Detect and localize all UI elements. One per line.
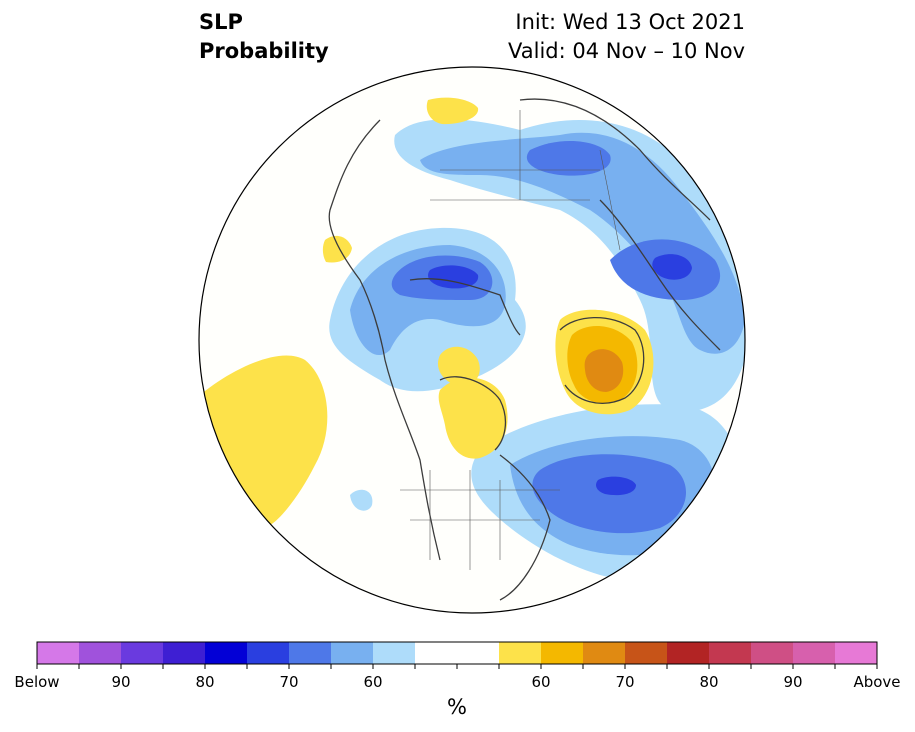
colorbar-swatch [457, 642, 500, 664]
colorbar-swatch [37, 642, 80, 664]
title-line-1: SLP [199, 10, 243, 34]
colorbar-swatch [289, 642, 332, 664]
colorbar-swatch [331, 642, 374, 664]
region-north-dark [526, 140, 611, 176]
region-canada-above-2 [438, 377, 508, 459]
region-asia-below [420, 132, 745, 354]
polar-map [198, 66, 746, 614]
colorbar-swatch [751, 642, 794, 664]
region-europe-core [652, 254, 692, 280]
globe-outline [198, 66, 746, 614]
valid-range: Valid: 04 Nov – 10 Nov [508, 39, 745, 63]
borders [400, 110, 621, 570]
colorbar-ticks [36, 664, 878, 669]
colorbar-swatch [583, 642, 626, 664]
colorbar-swatch [79, 642, 122, 664]
colorbar-swatch [415, 642, 458, 664]
region-greenland-above-core [584, 349, 624, 392]
colorbar-swatches [37, 642, 878, 664]
region-small-light [350, 489, 373, 511]
colorbar-tick-label: 70 [615, 673, 635, 691]
colorbar-tick-label: Above [853, 673, 901, 691]
colorbar-swatch [121, 642, 164, 664]
colorbar-swatch [709, 642, 752, 664]
title-line-2: Probability [199, 39, 329, 63]
region-siberia-core [428, 265, 479, 289]
colorbar-swatch [541, 642, 584, 664]
colorbar-tick-label: 90 [783, 673, 803, 691]
colorbar-tick-label: 90 [111, 673, 131, 691]
region-east-asia-above [426, 97, 479, 125]
colorbar-swatch [835, 642, 878, 664]
colorbar-tick-label: 80 [195, 673, 215, 691]
colorbar-tick-label: 60 [531, 673, 551, 691]
colorbar-swatch [163, 642, 206, 664]
colorbar-swatch [373, 642, 416, 664]
colorbar-swatch [625, 642, 668, 664]
date-info: Init: Wed 13 Oct 2021 Valid: 04 Nov – 10… [508, 8, 745, 66]
init-date: Init: Wed 13 Oct 2021 [515, 10, 745, 34]
region-siberia-above [322, 235, 352, 263]
colorbar-tick-label: 60 [363, 673, 383, 691]
colorbar-tick-label: Below [14, 673, 60, 691]
colorbar-tick-label: 80 [699, 673, 719, 691]
chart-title: SLP Probability [199, 8, 329, 66]
region-atlantic-below-core [596, 476, 636, 496]
colorbar-swatch [205, 642, 248, 664]
colorbar-tick-label: 70 [279, 673, 299, 691]
colorbar-swatch [667, 642, 710, 664]
region-canada-above [437, 346, 480, 387]
colorbar-swatch [499, 642, 542, 664]
colorbar-swatch [793, 642, 836, 664]
coastlines [328, 98, 721, 601]
colorbar-units: % [447, 695, 467, 719]
colorbar-swatch [247, 642, 290, 664]
